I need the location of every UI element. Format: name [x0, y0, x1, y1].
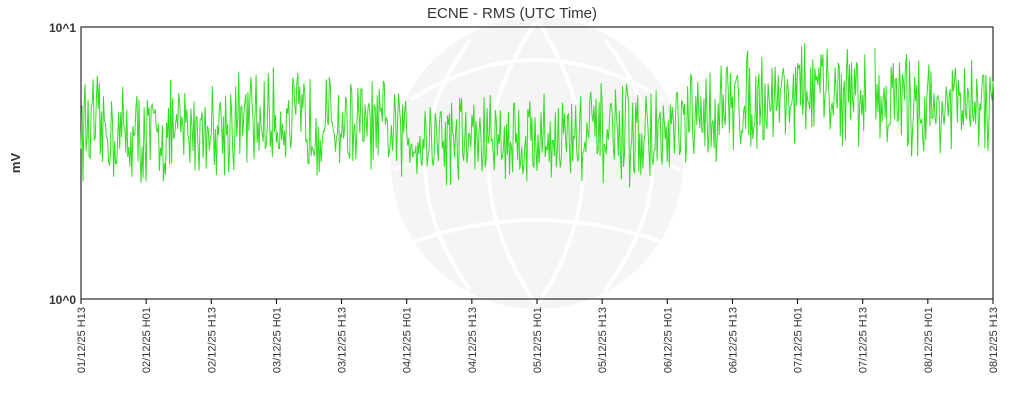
- y-tick-label-bottom: 10^0: [49, 293, 76, 307]
- chart-title: ECNE - RMS (UTC Time): [427, 5, 597, 22]
- x-tick-label: 07/12/25 H13: [858, 307, 870, 373]
- x-tick-label: 06/12/25 H01: [662, 307, 674, 373]
- x-tick-label: 03/12/25 H13: [337, 307, 349, 373]
- series-group: [80, 43, 994, 188]
- x-tick-label: 02/12/25 H13: [206, 307, 218, 373]
- x-tick-label: 08/12/25 H01: [923, 307, 935, 373]
- x-tick-label: 05/12/25 H01: [532, 307, 544, 373]
- series-line-segment: [80, 43, 867, 188]
- x-tick-label: 03/12/25 H01: [271, 307, 283, 373]
- x-tick-label: 02/12/25 H01: [141, 307, 153, 373]
- x-tick-label: 08/12/25 H13: [988, 307, 1000, 373]
- series-line-segment: [874, 48, 994, 157]
- x-tick-label: 05/12/25 H13: [597, 307, 609, 373]
- x-tick-label: 04/12/25 H13: [467, 307, 479, 373]
- x-tick-label: 06/12/25 H13: [727, 307, 739, 373]
- y-tick-label-top: 10^1: [49, 21, 76, 35]
- x-tick-label: 07/12/25 H01: [793, 307, 805, 373]
- x-tick-label: 01/12/25 H13: [76, 307, 88, 373]
- x-tick-label: 04/12/25 H01: [402, 307, 414, 373]
- x-axis-ticks: 01/12/25 H13 02/12/25 H01 02/12/25 H13 03/1…: [76, 299, 1000, 373]
- y-axis-label: mV: [8, 153, 23, 174]
